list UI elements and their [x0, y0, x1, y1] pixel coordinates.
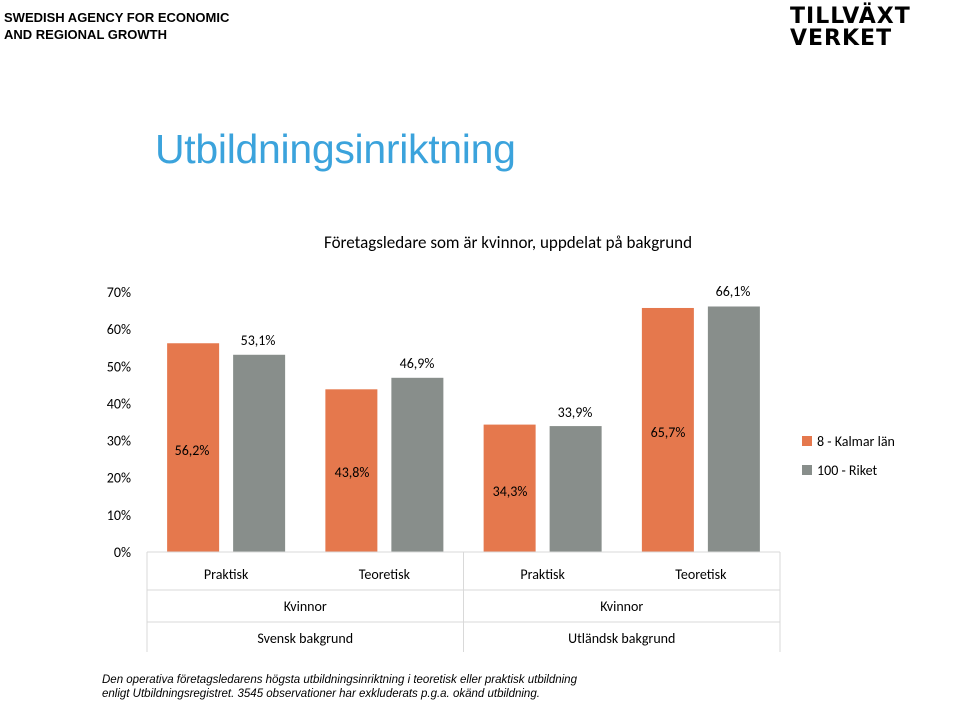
bar-riket [707, 306, 760, 552]
bar-kalmar [325, 389, 378, 552]
chart-title: Företagsledare som är kvinnor, uppdelat … [324, 232, 692, 253]
x-background-label: Svensk bakgrund [257, 630, 353, 647]
agency-name-line2: AND REGIONAL GROWTH [4, 27, 167, 42]
x-category-label: Praktisk [204, 566, 249, 583]
data-label: 33,9% [558, 404, 593, 421]
x-category-label: Teoretisk [359, 566, 411, 583]
data-label: 53,1% [241, 332, 276, 349]
tillvaxtverket-logo: TILLVÄXT VERKET [790, 4, 918, 52]
agency-name: SWEDISH AGENCY FOR ECONOMIC AND REGIONAL… [4, 9, 229, 43]
footnote-line2: enligt Utbildningsregistret. 3545 observ… [102, 688, 540, 700]
y-tick-label: 10% [107, 507, 131, 524]
x-group-label: Kvinnor [284, 598, 327, 615]
y-tick-label: 60% [107, 321, 131, 338]
page-title: Utbildningsinriktning [155, 126, 516, 172]
data-label: 43,8% [335, 464, 370, 481]
y-tick-label: 30% [107, 433, 131, 450]
x-background-label: Utländsk bakgrund [568, 630, 675, 647]
legend-label: 100 - Riket [817, 462, 878, 479]
legend-swatch [802, 436, 812, 446]
footnote: Den operativa företagsledarens högsta ut… [102, 673, 577, 701]
legend-label: 8 - Kalmar län [817, 433, 895, 450]
bar-kalmar [483, 424, 536, 552]
bar-kalmar [167, 343, 220, 552]
footnote-line1: Den operativa företagsledarens högsta ut… [102, 674, 577, 686]
data-label: 66,1% [716, 283, 751, 300]
bar-riket [233, 354, 286, 552]
x-group-label: Kvinnor [600, 598, 643, 615]
bar-kalmar [641, 307, 694, 552]
logo-line1: TILLVÄXT [790, 4, 911, 29]
data-label: 34,3% [493, 483, 528, 500]
bar-riket [549, 426, 602, 552]
legend-swatch [802, 465, 812, 475]
y-tick-label: 50% [107, 358, 131, 375]
data-label: 46,9% [400, 355, 435, 372]
data-label: 56,2% [175, 442, 210, 459]
y-tick-label: 0% [114, 544, 131, 561]
logo-line2: VERKET [790, 26, 893, 51]
y-tick-label: 70% [107, 284, 131, 301]
y-tick-label: 20% [107, 470, 131, 487]
agency-name-line1: SWEDISH AGENCY FOR ECONOMIC [4, 10, 230, 25]
bar-chart: Företagsledare som är kvinnor, uppdelat … [107, 232, 895, 652]
x-category-label: Praktisk [520, 566, 565, 583]
x-category-label: Teoretisk [675, 566, 727, 583]
data-label: 65,7% [651, 424, 686, 441]
bar-riket [391, 377, 444, 552]
y-tick-label: 40% [107, 395, 131, 412]
